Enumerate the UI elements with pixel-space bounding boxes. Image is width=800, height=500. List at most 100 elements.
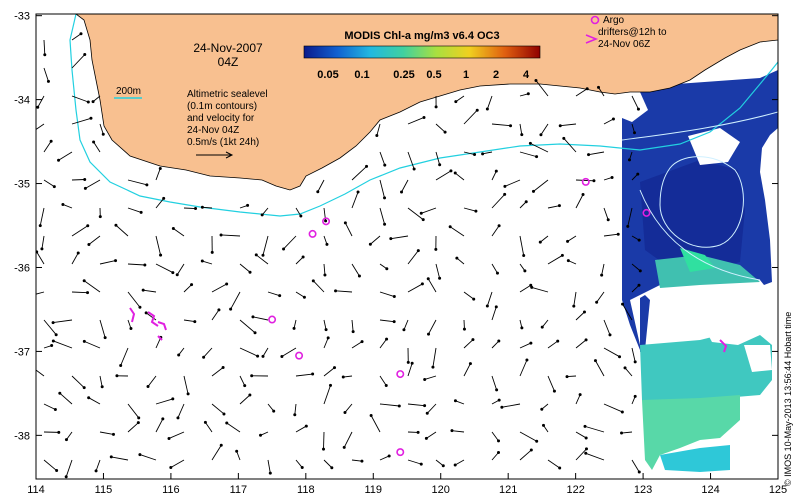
velocity-arrow <box>211 367 224 377</box>
velocity-arrow-head <box>326 336 330 340</box>
velocity-arrow-head <box>454 100 458 104</box>
velocity-arrow <box>407 151 415 170</box>
velocity-arrow <box>295 425 307 433</box>
sealevel-legend-line: and velocity for <box>187 113 255 124</box>
plot-frame <box>35 13 779 480</box>
colorbar-tick-label: 0.1 <box>354 69 369 81</box>
velocity-arrow <box>99 375 103 387</box>
colorbar-tick-label: 0.5 <box>426 69 441 81</box>
velocity-arrow <box>127 263 145 266</box>
velocity-arrow <box>37 95 45 108</box>
velocity-arrow <box>226 422 241 433</box>
velocity-arrow <box>239 394 251 405</box>
velocity-arrow <box>424 375 437 380</box>
velocity-arrow <box>99 319 106 338</box>
velocity-arrow-head <box>253 331 257 335</box>
velocity-arrow-head <box>369 414 373 418</box>
velocity-arrow-head <box>51 321 55 325</box>
velocity-arrow-head <box>225 421 229 425</box>
velocity-arrow-head <box>114 259 118 263</box>
velocity-arrow-head <box>57 158 61 162</box>
colorbar-tick-label: 0.05 <box>317 69 338 81</box>
chlorophyll-swath <box>622 70 778 472</box>
velocity-arrow-head <box>248 270 252 274</box>
velocity-arrow-head <box>495 271 499 275</box>
velocity-arrow <box>85 179 101 189</box>
velocity-arrow <box>519 123 523 135</box>
velocity-arrow-head <box>186 392 190 396</box>
velocity-arrow-head <box>500 405 504 409</box>
velocity-arrow-head <box>83 177 87 181</box>
lon-tick-label: 125 <box>769 484 787 496</box>
velocity-arrow-head <box>387 454 391 458</box>
velocity-arrow-head <box>146 384 150 388</box>
velocity-arrow-head <box>606 218 610 222</box>
velocity-arrow-head <box>616 232 620 236</box>
lon-tick-label: 122 <box>566 484 584 496</box>
velocity-arrow-head <box>552 389 556 393</box>
velocity-arrow <box>183 375 189 395</box>
velocity-arrow-head <box>494 169 498 173</box>
velocity-arrow-head <box>51 339 55 343</box>
velocity-arrow-head <box>633 131 637 135</box>
velocity-arrow-head <box>485 107 489 111</box>
velocity-arrow <box>145 312 157 321</box>
velocity-arrow <box>155 398 173 405</box>
velocity-arrow-head <box>637 238 641 242</box>
velocity-arrow <box>127 319 132 329</box>
velocity-arrow-head <box>474 209 478 213</box>
velocity-arrow <box>351 459 362 462</box>
velocity-arrow-head <box>497 224 501 228</box>
velocity-arrow <box>454 172 465 181</box>
velocity-arrow-head <box>471 338 475 342</box>
velocity-arrow <box>403 319 409 330</box>
colorbar <box>303 45 541 59</box>
colorbar-ticks: 0.05 0.1 0.25 0.5 1 2 4 <box>317 69 530 81</box>
velocity-arrow-head <box>503 192 507 196</box>
velocity-arrow-head <box>109 455 113 459</box>
velocity-arrow <box>71 225 88 237</box>
velocity-arrow-head <box>246 203 250 207</box>
velocity-arrow-head <box>43 53 47 57</box>
velocity-arrow-head <box>300 466 304 470</box>
velocity-arrow <box>575 448 587 461</box>
velocity-arrow-head <box>334 289 338 293</box>
velocity-arrow-head <box>441 464 445 468</box>
velocity-arrow <box>491 225 500 237</box>
velocity-arrow <box>596 291 605 303</box>
velocity-arrow-head <box>55 469 59 473</box>
velocity-arrow-head <box>50 344 54 348</box>
velocity-arrow <box>547 375 555 392</box>
velocity-arrow <box>566 375 577 378</box>
velocity-arrow-head <box>449 169 453 173</box>
velocity-arrow <box>295 373 313 377</box>
velocity-arrow-head <box>438 163 442 167</box>
velocity-arrow-head <box>450 429 454 433</box>
velocity-arrow <box>519 449 532 461</box>
velocity-arrow <box>71 179 85 181</box>
velocity-arrow <box>575 339 587 349</box>
velocity-arrow <box>451 430 465 433</box>
velocity-arrow-head <box>528 141 532 145</box>
velocity-arrow-head <box>434 105 438 109</box>
velocity-arrow-head <box>139 210 143 214</box>
argo-legend: Argo drifters@12h to 24-Nov 06Z <box>598 15 667 50</box>
velocity-arrow-head <box>100 385 104 389</box>
velocity-arrow-head <box>520 326 524 330</box>
velocity-arrow-head <box>608 333 612 337</box>
velocity-arrow-head <box>623 366 627 370</box>
velocity-arrow <box>631 263 641 272</box>
velocity-arrow-head <box>203 420 207 424</box>
velocity-arrow-head <box>582 310 586 314</box>
velocity-arrow <box>595 360 605 377</box>
velocity-arrow-head <box>86 224 90 228</box>
velocity-arrow-head <box>562 136 566 140</box>
velocity-arrow <box>519 431 537 442</box>
velocity-arrow <box>93 141 101 153</box>
velocity-arrow-head <box>423 404 427 408</box>
velocity-arrow-head <box>176 416 180 420</box>
velocity-arrow-head <box>190 283 194 287</box>
velocity-arrow <box>491 431 499 442</box>
velocity-arrow-head <box>535 439 539 443</box>
